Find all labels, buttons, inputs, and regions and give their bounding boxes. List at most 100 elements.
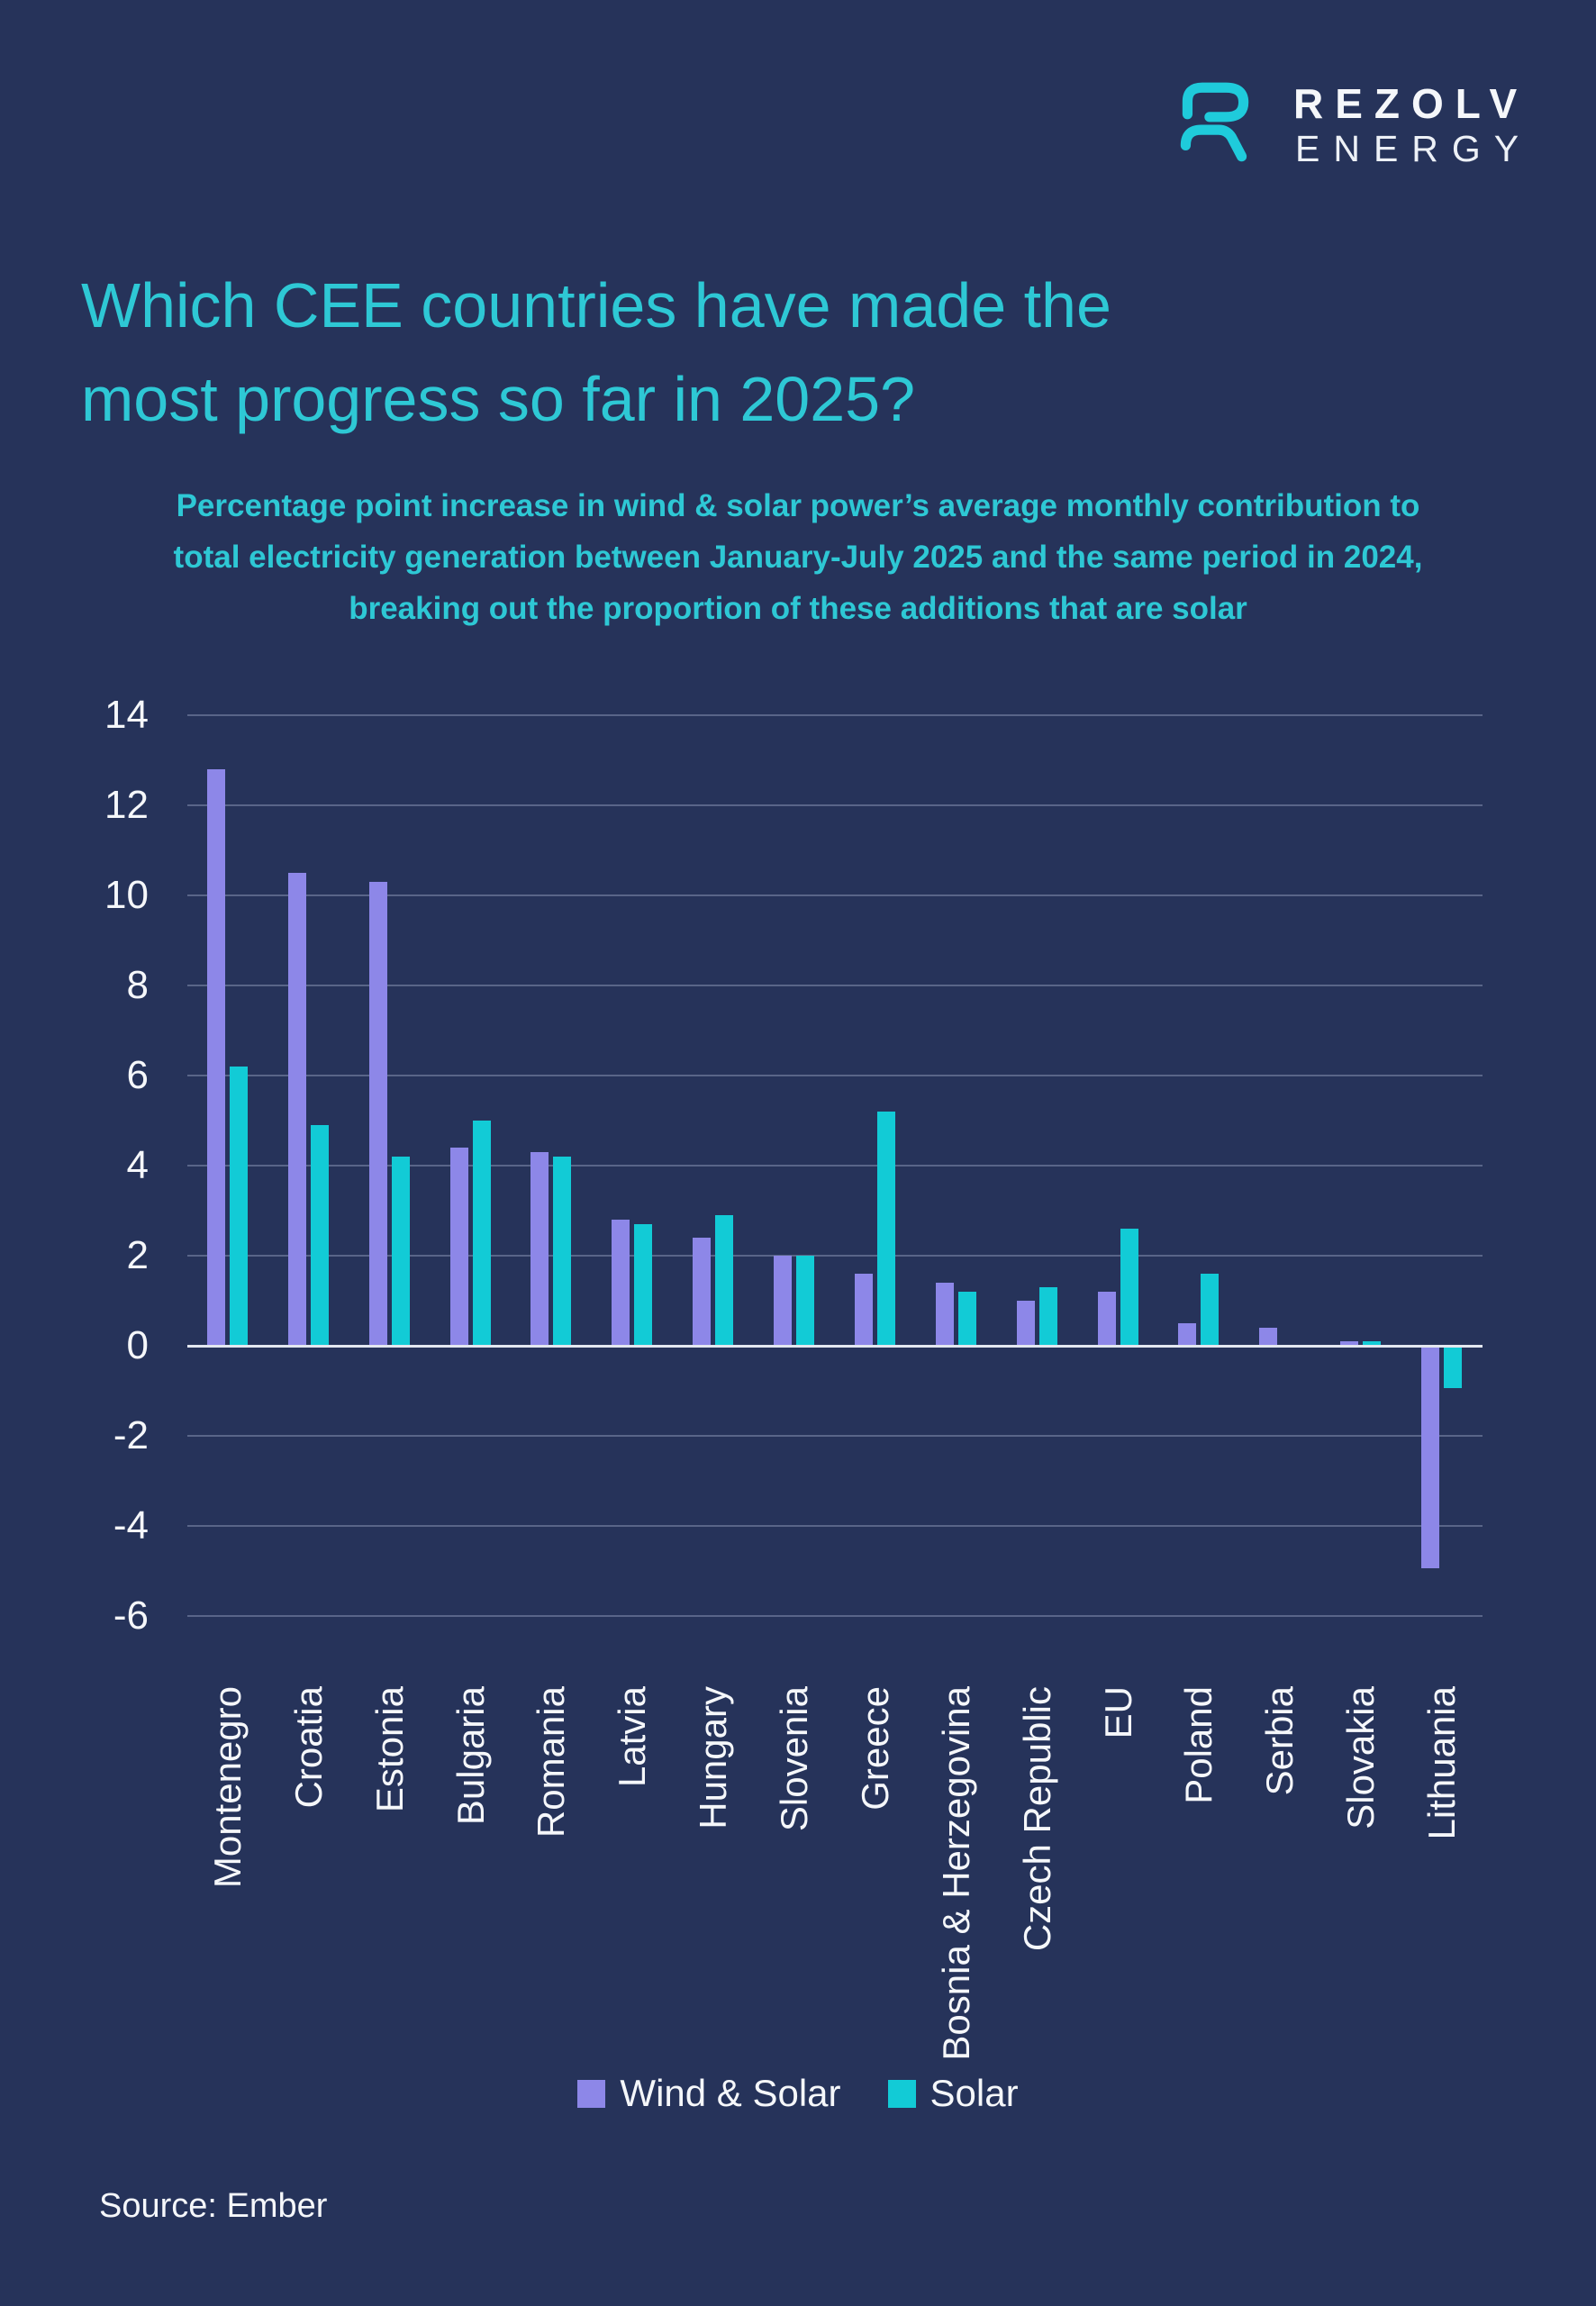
bar-wind-solar-lithuania [1421,1348,1440,1568]
x-axis-label-text: Greece [853,1686,896,1811]
bar-solar-montenegro [230,1067,248,1346]
bar-wind-solar-czech-republic [1016,1301,1035,1346]
x-axis-label-montenegro: Montenegro [204,1686,251,1893]
y-axis-label--6: -6 [113,1593,149,1638]
y-axis-label--4: -4 [113,1503,149,1548]
bar-solar-hungary [715,1215,734,1346]
chart-legend: Wind & Solar Solar [0,2072,1596,2115]
bar-solar-poland [1201,1274,1220,1346]
bar-solar-bosnia-herzegovina [957,1292,976,1346]
legend-item-wind-solar: Wind & Solar [577,2072,841,2115]
bar-solar-eu [1120,1229,1138,1346]
rezolv-r-icon [1180,82,1249,162]
gridline--2 [187,1435,1483,1437]
gridline-6 [187,1075,1483,1076]
legend-swatch-solar [887,2079,916,2108]
bar-solar-slovakia [1363,1341,1382,1346]
bar-solar-latvia [634,1224,653,1346]
bar-solar-croatia [310,1125,329,1346]
bar-solar-lithuania [1444,1348,1463,1388]
x-axis-label-croatia: Croatia [286,1686,332,1812]
y-axis-label-14: 14 [104,693,149,737]
x-axis-label-bulgaria: Bulgaria [448,1686,494,1829]
x-axis-label-bosnia-herzegovina: Bosnia & Herzegovina [933,1686,980,2065]
bar-wind-solar-hungary [693,1238,712,1346]
bar-solar-slovenia [796,1256,815,1346]
x-axis-label-text: Serbia [1258,1686,1301,1796]
x-axis-label-text: Latvia [611,1686,654,1788]
legend-item-solar: Solar [887,2072,1019,2115]
bar-solar-bulgaria [472,1121,491,1346]
x-axis-label-poland: Poland [1175,1686,1222,1809]
x-axis-label-text: Poland [1177,1686,1220,1804]
x-axis-label-text: EU [1096,1686,1139,1739]
y-axis-label-6: 6 [126,1053,149,1097]
x-axis-label-slovakia: Slovakia [1338,1686,1384,1834]
bar-wind-solar-montenegro [207,769,225,1346]
y-axis-label--2: -2 [113,1413,149,1457]
x-axis-label-text: Romania [530,1686,573,1838]
y-axis-label-12: 12 [104,783,149,827]
bar-wind-solar-romania [530,1152,549,1346]
x-axis-label-text: Hungary [692,1686,735,1829]
bar-wind-solar-estonia [368,882,387,1346]
bar-wind-solar-slovakia [1340,1341,1359,1346]
gridline-8 [187,985,1483,986]
x-axis-label-eu: EU [1095,1686,1142,1743]
x-axis-label-text: Slovakia [1339,1686,1383,1829]
bar-wind-solar-slovenia [774,1256,793,1346]
bar-wind-solar-poland [1178,1323,1197,1346]
gridline-2 [187,1255,1483,1257]
bar-solar-greece [876,1112,895,1346]
y-axis-label-10: 10 [104,873,149,917]
y-axis-label-8: 8 [126,963,149,1007]
y-axis-label-2: 2 [126,1233,149,1277]
gridline--6 [187,1615,1483,1617]
bar-wind-solar-bulgaria [449,1148,468,1346]
rezolv-energy-logo: REZOLV ENERGY [1171,72,1540,180]
y-axis-label-0: 0 [126,1323,149,1367]
x-axis-label-text: Estonia [367,1686,411,1813]
x-axis-label-greece: Greece [852,1686,899,1815]
x-axis-label-text: Montenegro [206,1686,249,1889]
chart-subtitle: Percentage point increase in wind & sola… [173,488,1423,626]
x-axis-label-text: Bosnia & Herzegovina [934,1686,977,2061]
x-axis-label-slovenia: Slovenia [771,1686,818,1836]
x-axis-label-estonia: Estonia [367,1686,413,1817]
bar-wind-solar-eu [1097,1292,1116,1346]
bar-wind-solar-latvia [612,1220,630,1346]
bar-solar-czech-republic [1038,1287,1057,1346]
gridline-12 [187,804,1483,806]
x-axis-label-romania: Romania [528,1686,575,1842]
bar-solar-romania [553,1157,572,1346]
source-note: Source: Ember [99,2187,328,2225]
page-title: Which CEE countries have made the most p… [81,269,1111,434]
x-axis-label-text: Czech Republic [1015,1686,1058,1952]
legend-swatch-wind-solar [577,2079,606,2108]
bar-wind-solar-serbia [1259,1328,1278,1346]
bar-solar-estonia [391,1157,410,1346]
x-axis-label-latvia: Latvia [609,1686,656,1792]
y-axis-label-4: 4 [126,1143,149,1187]
x-axis-label-text: Bulgaria [449,1686,492,1826]
bar-wind-solar-bosnia-herzegovina [935,1283,954,1346]
gridline--4 [187,1525,1483,1527]
x-axis-label-text: Croatia [286,1686,330,1809]
bar-wind-solar-croatia [287,873,306,1346]
logo-brand-subname: ENERGY [1295,128,1533,169]
logo-brand-name: REZOLV [1293,80,1529,127]
x-axis-label-serbia: Serbia [1256,1686,1303,1800]
x-axis-label-czech-republic: Czech Republic [1014,1686,1061,1956]
x-axis-label-lithuania: Lithuania [1419,1686,1465,1844]
x-axis-label-text: Slovenia [773,1686,816,1832]
x-axis-baseline [187,1345,1483,1348]
bar-wind-solar-greece [854,1274,873,1346]
gridline-10 [187,894,1483,896]
legend-label-solar: Solar [929,2072,1019,2114]
x-axis-label-hungary: Hungary [690,1686,737,1834]
legend-label-wind-solar: Wind & Solar [620,2072,841,2114]
gridline-14 [187,714,1483,716]
x-axis-label-text: Lithuania [1420,1686,1464,1840]
